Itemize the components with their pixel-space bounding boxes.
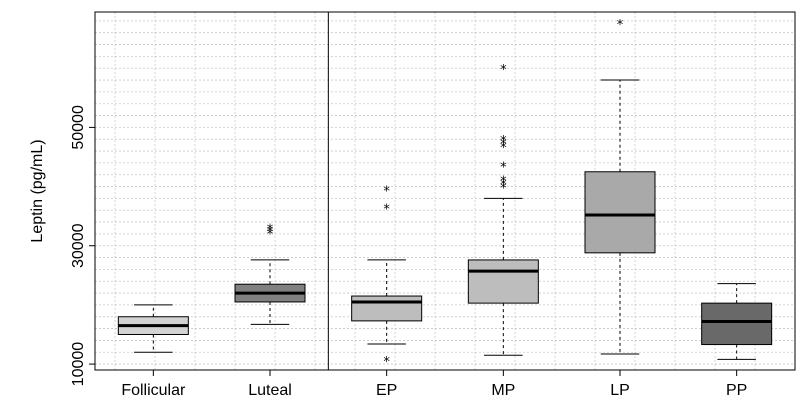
box-mp: ******** <box>467 63 539 356</box>
outlier-point: * <box>500 178 507 193</box>
outlier-point: * <box>383 185 390 200</box>
outlier-point: * <box>500 141 507 156</box>
outlier-point: * <box>500 160 507 175</box>
x-tick-label: EP <box>376 382 397 397</box>
x-tick-label: LP <box>610 382 630 397</box>
outlier-point: * <box>383 202 390 217</box>
outlier-point: * <box>500 63 507 78</box>
x-tick-label: MP <box>491 382 515 397</box>
grid-lines <box>95 12 795 370</box>
y-tick-label: 30000 <box>70 223 87 268</box>
x-tick-label: Follicular <box>121 382 186 397</box>
outlier-point: * <box>267 225 274 240</box>
iqr-box <box>701 302 773 346</box>
y-tick-label: 50000 <box>70 105 87 150</box>
outlier-point: * <box>267 227 274 242</box>
box-pp <box>701 283 773 360</box>
iqr-box <box>584 171 656 254</box>
box-follicular <box>117 304 189 353</box>
box-ep: * * * <box>351 185 423 370</box>
y-axis-title: Leptin (pg/mL) <box>29 139 46 242</box>
outlier-point: * <box>500 134 507 149</box>
iqr-box <box>467 259 539 304</box>
y-axis: 10000 30000 50000 <box>70 105 95 386</box>
box-luteal: *** <box>234 223 306 325</box>
plot-frame <box>94 11 796 371</box>
y-tick-label: 10000 <box>70 342 87 387</box>
outlier-point: * <box>500 137 507 152</box>
outlier-point: * <box>617 18 624 33</box>
box-series: ****** ********* <box>117 18 773 370</box>
x-axis: Follicular Luteal EP MP LP PP <box>121 370 747 397</box>
outlier-point: * <box>267 223 274 238</box>
outlier-point: * <box>500 182 507 197</box>
outlier-point: * <box>500 175 507 190</box>
iqr-box <box>351 295 423 322</box>
box-lp: * <box>584 18 656 355</box>
x-tick-label: Luteal <box>248 382 292 397</box>
x-tick-label: PP <box>726 382 747 397</box>
outlier-point: * <box>383 355 390 370</box>
